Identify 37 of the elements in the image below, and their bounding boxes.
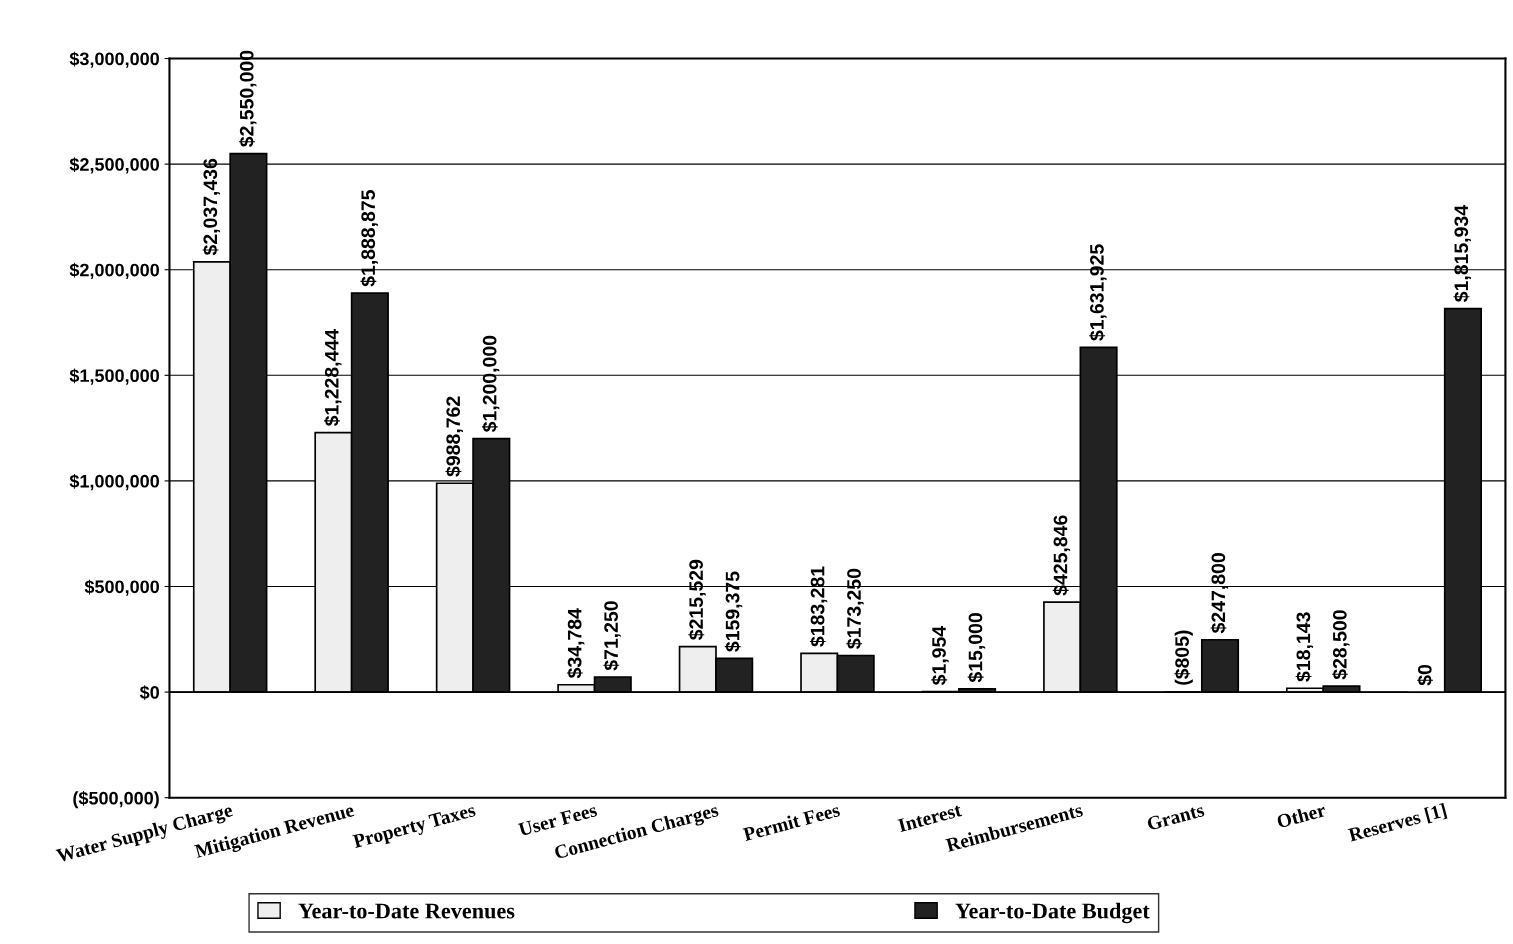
legend-label: Year-to-Date Revenues bbox=[298, 903, 515, 919]
data-label: $15,000 bbox=[967, 613, 986, 683]
x-tick-label: Reserves [1] bbox=[1347, 802, 1448, 845]
y-tick-label: ($500,000) bbox=[73, 790, 159, 809]
x-tick-label: Other bbox=[1276, 802, 1327, 829]
y-tick-label: $2,000,000 bbox=[69, 262, 159, 280]
data-label: $2,550,000 bbox=[239, 50, 257, 147]
data-label: $0 bbox=[1417, 664, 1433, 686]
data-label: $988,762 bbox=[445, 396, 463, 477]
y-tick-label: $1,500,000 bbox=[69, 368, 159, 385]
y-tick-label: $0 bbox=[139, 685, 159, 700]
data-label: $1,631,925 bbox=[1089, 244, 1107, 341]
data-label: $2,037,436 bbox=[202, 158, 220, 256]
data-label: $425,846 bbox=[1052, 515, 1071, 596]
data-label: $18,143 bbox=[1295, 612, 1314, 682]
data-label: $183,281 bbox=[809, 566, 828, 647]
y-tick-label: $1,000,000 bbox=[69, 474, 159, 491]
y-tick-label: $2,500,000 bbox=[69, 157, 159, 174]
data-label: $34,784 bbox=[566, 608, 585, 679]
y-tick-label: $3,000,000 bbox=[69, 51, 159, 68]
y-tick-label: $500,000 bbox=[84, 579, 159, 596]
data-label: $215,529 bbox=[688, 559, 706, 640]
data-label: $1,815,934 bbox=[1453, 205, 1471, 302]
data-label: $173,250 bbox=[846, 568, 864, 649]
data-label: $71,250 bbox=[603, 601, 621, 671]
x-tick-label: User Fees bbox=[517, 803, 598, 837]
data-label: $1,888,875 bbox=[360, 190, 378, 287]
data-label: $1,200,000 bbox=[481, 335, 500, 433]
data-label: $247,800 bbox=[1210, 553, 1229, 634]
data-label: $28,500 bbox=[1332, 610, 1350, 680]
x-tick-label: Permit Fees bbox=[742, 802, 841, 842]
legend-label: Year-to-Date Budget bbox=[955, 902, 1150, 924]
data-label: $1,228,444 bbox=[324, 329, 342, 427]
data-label: $1,954 bbox=[931, 625, 949, 686]
data-label: $159,375 bbox=[724, 571, 743, 652]
x-tick-label: Grants bbox=[1146, 803, 1205, 831]
data-label: ($805) bbox=[1174, 630, 1193, 685]
